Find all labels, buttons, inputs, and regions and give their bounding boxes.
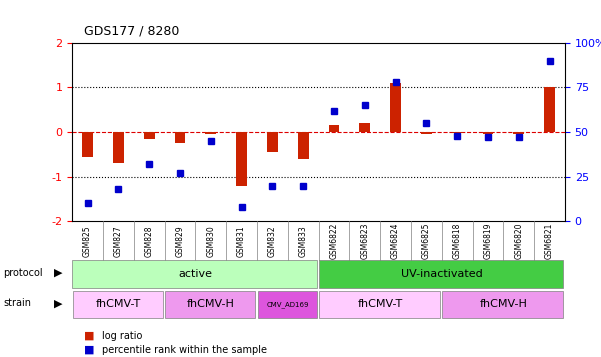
Text: ▶: ▶ <box>54 298 63 308</box>
Bar <box>236 132 247 186</box>
Bar <box>144 132 154 139</box>
Text: GSM6818: GSM6818 <box>453 223 462 259</box>
Text: GSM6822: GSM6822 <box>329 223 338 259</box>
FancyBboxPatch shape <box>258 291 317 318</box>
Text: GSM827: GSM827 <box>114 225 123 257</box>
Text: UV-inactivated: UV-inactivated <box>401 269 483 279</box>
Text: ■: ■ <box>84 345 94 355</box>
Text: GSM825: GSM825 <box>83 225 92 257</box>
Bar <box>297 132 308 159</box>
Text: GDS177 / 8280: GDS177 / 8280 <box>84 25 180 38</box>
Bar <box>329 125 340 132</box>
Text: fhCMV-H: fhCMV-H <box>187 299 234 310</box>
FancyBboxPatch shape <box>165 291 255 318</box>
Text: ■: ■ <box>84 331 94 341</box>
Text: GSM6825: GSM6825 <box>422 223 431 259</box>
Text: GSM6819: GSM6819 <box>483 223 492 259</box>
Bar <box>113 132 124 163</box>
Text: GSM828: GSM828 <box>145 225 154 257</box>
Text: GSM830: GSM830 <box>206 225 215 257</box>
Text: GSM6823: GSM6823 <box>360 223 369 259</box>
FancyBboxPatch shape <box>72 260 317 288</box>
Bar <box>483 132 493 134</box>
Bar <box>452 132 463 133</box>
Bar <box>421 132 432 134</box>
Bar <box>513 132 524 134</box>
Text: GSM6821: GSM6821 <box>545 223 554 259</box>
Text: ▶: ▶ <box>54 268 63 278</box>
Text: fhCMV-H: fhCMV-H <box>480 299 527 310</box>
Text: fhCMV-T: fhCMV-T <box>358 299 403 310</box>
Text: GSM832: GSM832 <box>268 225 277 257</box>
Text: log ratio: log ratio <box>102 331 142 341</box>
Text: percentile rank within the sample: percentile rank within the sample <box>102 345 267 355</box>
Bar <box>206 132 216 134</box>
Bar <box>544 87 555 132</box>
Bar <box>82 132 93 157</box>
Text: GSM829: GSM829 <box>175 225 185 257</box>
Text: fhCMV-T: fhCMV-T <box>96 299 141 310</box>
FancyBboxPatch shape <box>442 291 563 318</box>
Bar <box>390 83 401 132</box>
Bar <box>174 132 185 143</box>
Bar <box>359 123 370 132</box>
FancyBboxPatch shape <box>73 291 163 318</box>
FancyBboxPatch shape <box>319 291 440 318</box>
Text: strain: strain <box>3 298 31 308</box>
Bar <box>267 132 278 152</box>
Text: GSM831: GSM831 <box>237 225 246 257</box>
Text: CMV_AD169: CMV_AD169 <box>266 301 309 308</box>
Text: GSM6820: GSM6820 <box>514 223 523 259</box>
Text: protocol: protocol <box>3 268 43 278</box>
Text: GSM833: GSM833 <box>299 225 308 257</box>
Text: active: active <box>178 269 212 279</box>
Text: GSM6824: GSM6824 <box>391 223 400 259</box>
FancyBboxPatch shape <box>319 260 563 288</box>
